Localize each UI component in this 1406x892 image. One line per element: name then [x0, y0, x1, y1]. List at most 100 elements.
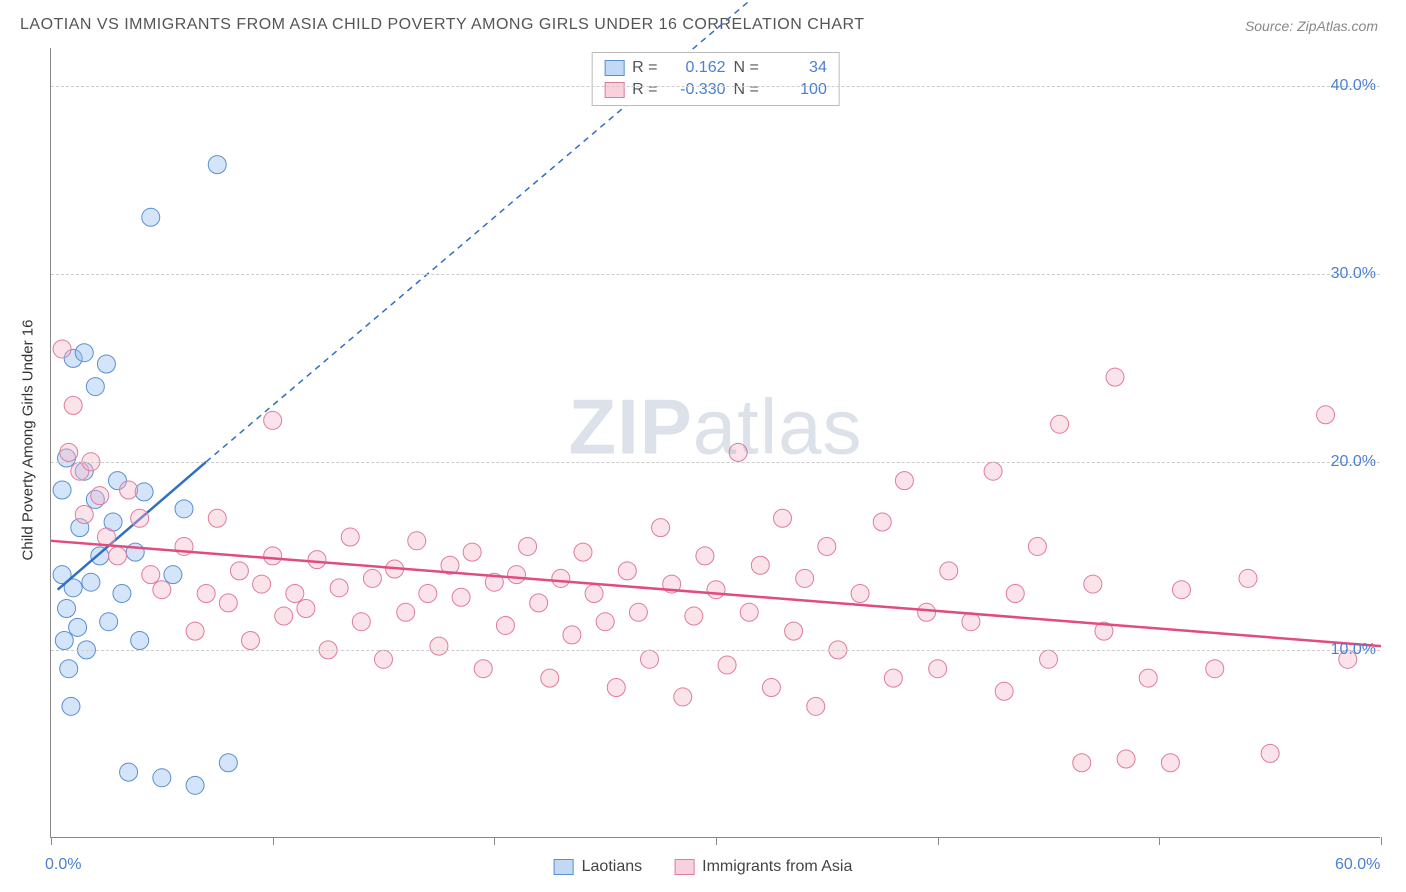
data-point	[153, 581, 171, 599]
data-point	[53, 481, 71, 499]
data-point	[696, 547, 714, 565]
data-point	[175, 500, 193, 518]
data-point	[995, 682, 1013, 700]
data-point	[330, 579, 348, 597]
data-point	[131, 632, 149, 650]
data-point	[86, 378, 104, 396]
y-tick-label: 30.0%	[1331, 265, 1386, 283]
data-point	[64, 396, 82, 414]
data-point	[113, 584, 131, 602]
data-point	[940, 562, 958, 580]
data-point	[208, 509, 226, 527]
data-point	[1117, 750, 1135, 768]
data-point	[884, 669, 902, 687]
x-tick-label: 0.0%	[45, 856, 81, 874]
gridline	[51, 274, 1380, 275]
data-point	[419, 584, 437, 602]
data-point	[109, 547, 127, 565]
n-value-2: 100	[767, 79, 827, 101]
chart-plot-area: ZIPatlas R = 0.162 N = 34 R = -0.330 N =…	[50, 48, 1380, 838]
swatch-icon	[674, 859, 694, 875]
stats-row-series1: R = 0.162 N = 34	[604, 57, 827, 79]
gridline	[51, 462, 1380, 463]
data-point	[807, 697, 825, 715]
data-point	[275, 607, 293, 625]
data-point	[1006, 584, 1024, 602]
data-point	[596, 613, 614, 631]
data-point	[1040, 650, 1058, 668]
n-value-1: 34	[767, 57, 827, 79]
data-point	[895, 472, 913, 490]
data-point	[297, 600, 315, 618]
data-point	[91, 487, 109, 505]
data-point	[58, 600, 76, 618]
data-point	[1084, 575, 1102, 593]
data-point	[552, 569, 570, 587]
data-point	[718, 656, 736, 674]
data-point	[474, 660, 492, 678]
scatter-svg	[51, 48, 1380, 837]
stats-row-series2: R = -0.330 N = 100	[604, 79, 827, 101]
data-point	[751, 556, 769, 574]
data-point	[607, 679, 625, 697]
data-point	[75, 344, 93, 362]
data-point	[1139, 669, 1157, 687]
data-point	[230, 562, 248, 580]
r-value-1: 0.162	[666, 57, 726, 79]
x-tick	[716, 837, 717, 845]
data-point	[253, 575, 271, 593]
data-point	[1206, 660, 1224, 678]
data-point	[796, 569, 814, 587]
data-point	[219, 754, 237, 772]
data-point	[1173, 581, 1191, 599]
data-point	[100, 613, 118, 631]
data-point	[286, 584, 304, 602]
data-point	[375, 650, 393, 668]
data-point	[463, 543, 481, 561]
data-point	[574, 543, 592, 561]
data-point	[762, 679, 780, 697]
legend-item-2: Immigrants from Asia	[674, 858, 852, 876]
data-point	[984, 462, 1002, 480]
data-point	[707, 581, 725, 599]
data-point	[430, 637, 448, 655]
chart-title: LAOTIAN VS IMMIGRANTS FROM ASIA CHILD PO…	[20, 16, 865, 34]
data-point	[519, 537, 537, 555]
data-point	[352, 613, 370, 631]
data-point	[1239, 569, 1257, 587]
data-point	[208, 156, 226, 174]
y-axis-label: Child Poverty Among Girls Under 16	[20, 320, 37, 561]
data-point	[918, 603, 936, 621]
data-point	[618, 562, 636, 580]
data-point	[120, 763, 138, 781]
x-tick-label: 60.0%	[1335, 856, 1380, 874]
data-point	[1028, 537, 1046, 555]
data-point	[652, 519, 670, 537]
x-tick	[1159, 837, 1160, 845]
bottom-legend: Laotians Immigrants from Asia	[554, 858, 853, 876]
legend-item-1: Laotians	[554, 858, 643, 876]
data-point	[397, 603, 415, 621]
data-point	[308, 551, 326, 569]
y-tick-label: 10.0%	[1331, 641, 1386, 659]
data-point	[541, 669, 559, 687]
data-point	[785, 622, 803, 640]
data-point	[1317, 406, 1335, 424]
data-point	[496, 616, 514, 634]
gridline	[51, 650, 1380, 651]
y-tick-label: 20.0%	[1331, 453, 1386, 471]
data-point	[408, 532, 426, 550]
data-point	[740, 603, 758, 621]
gridline	[51, 86, 1380, 87]
y-tick-label: 40.0%	[1331, 77, 1386, 95]
data-point	[1051, 415, 1069, 433]
data-point	[530, 594, 548, 612]
data-point	[62, 697, 80, 715]
source-attribution: Source: ZipAtlas.com	[1245, 18, 1378, 34]
data-point	[120, 481, 138, 499]
data-point	[53, 340, 71, 358]
data-point	[341, 528, 359, 546]
data-point	[1073, 754, 1091, 772]
x-tick	[51, 837, 52, 845]
data-point	[186, 776, 204, 794]
